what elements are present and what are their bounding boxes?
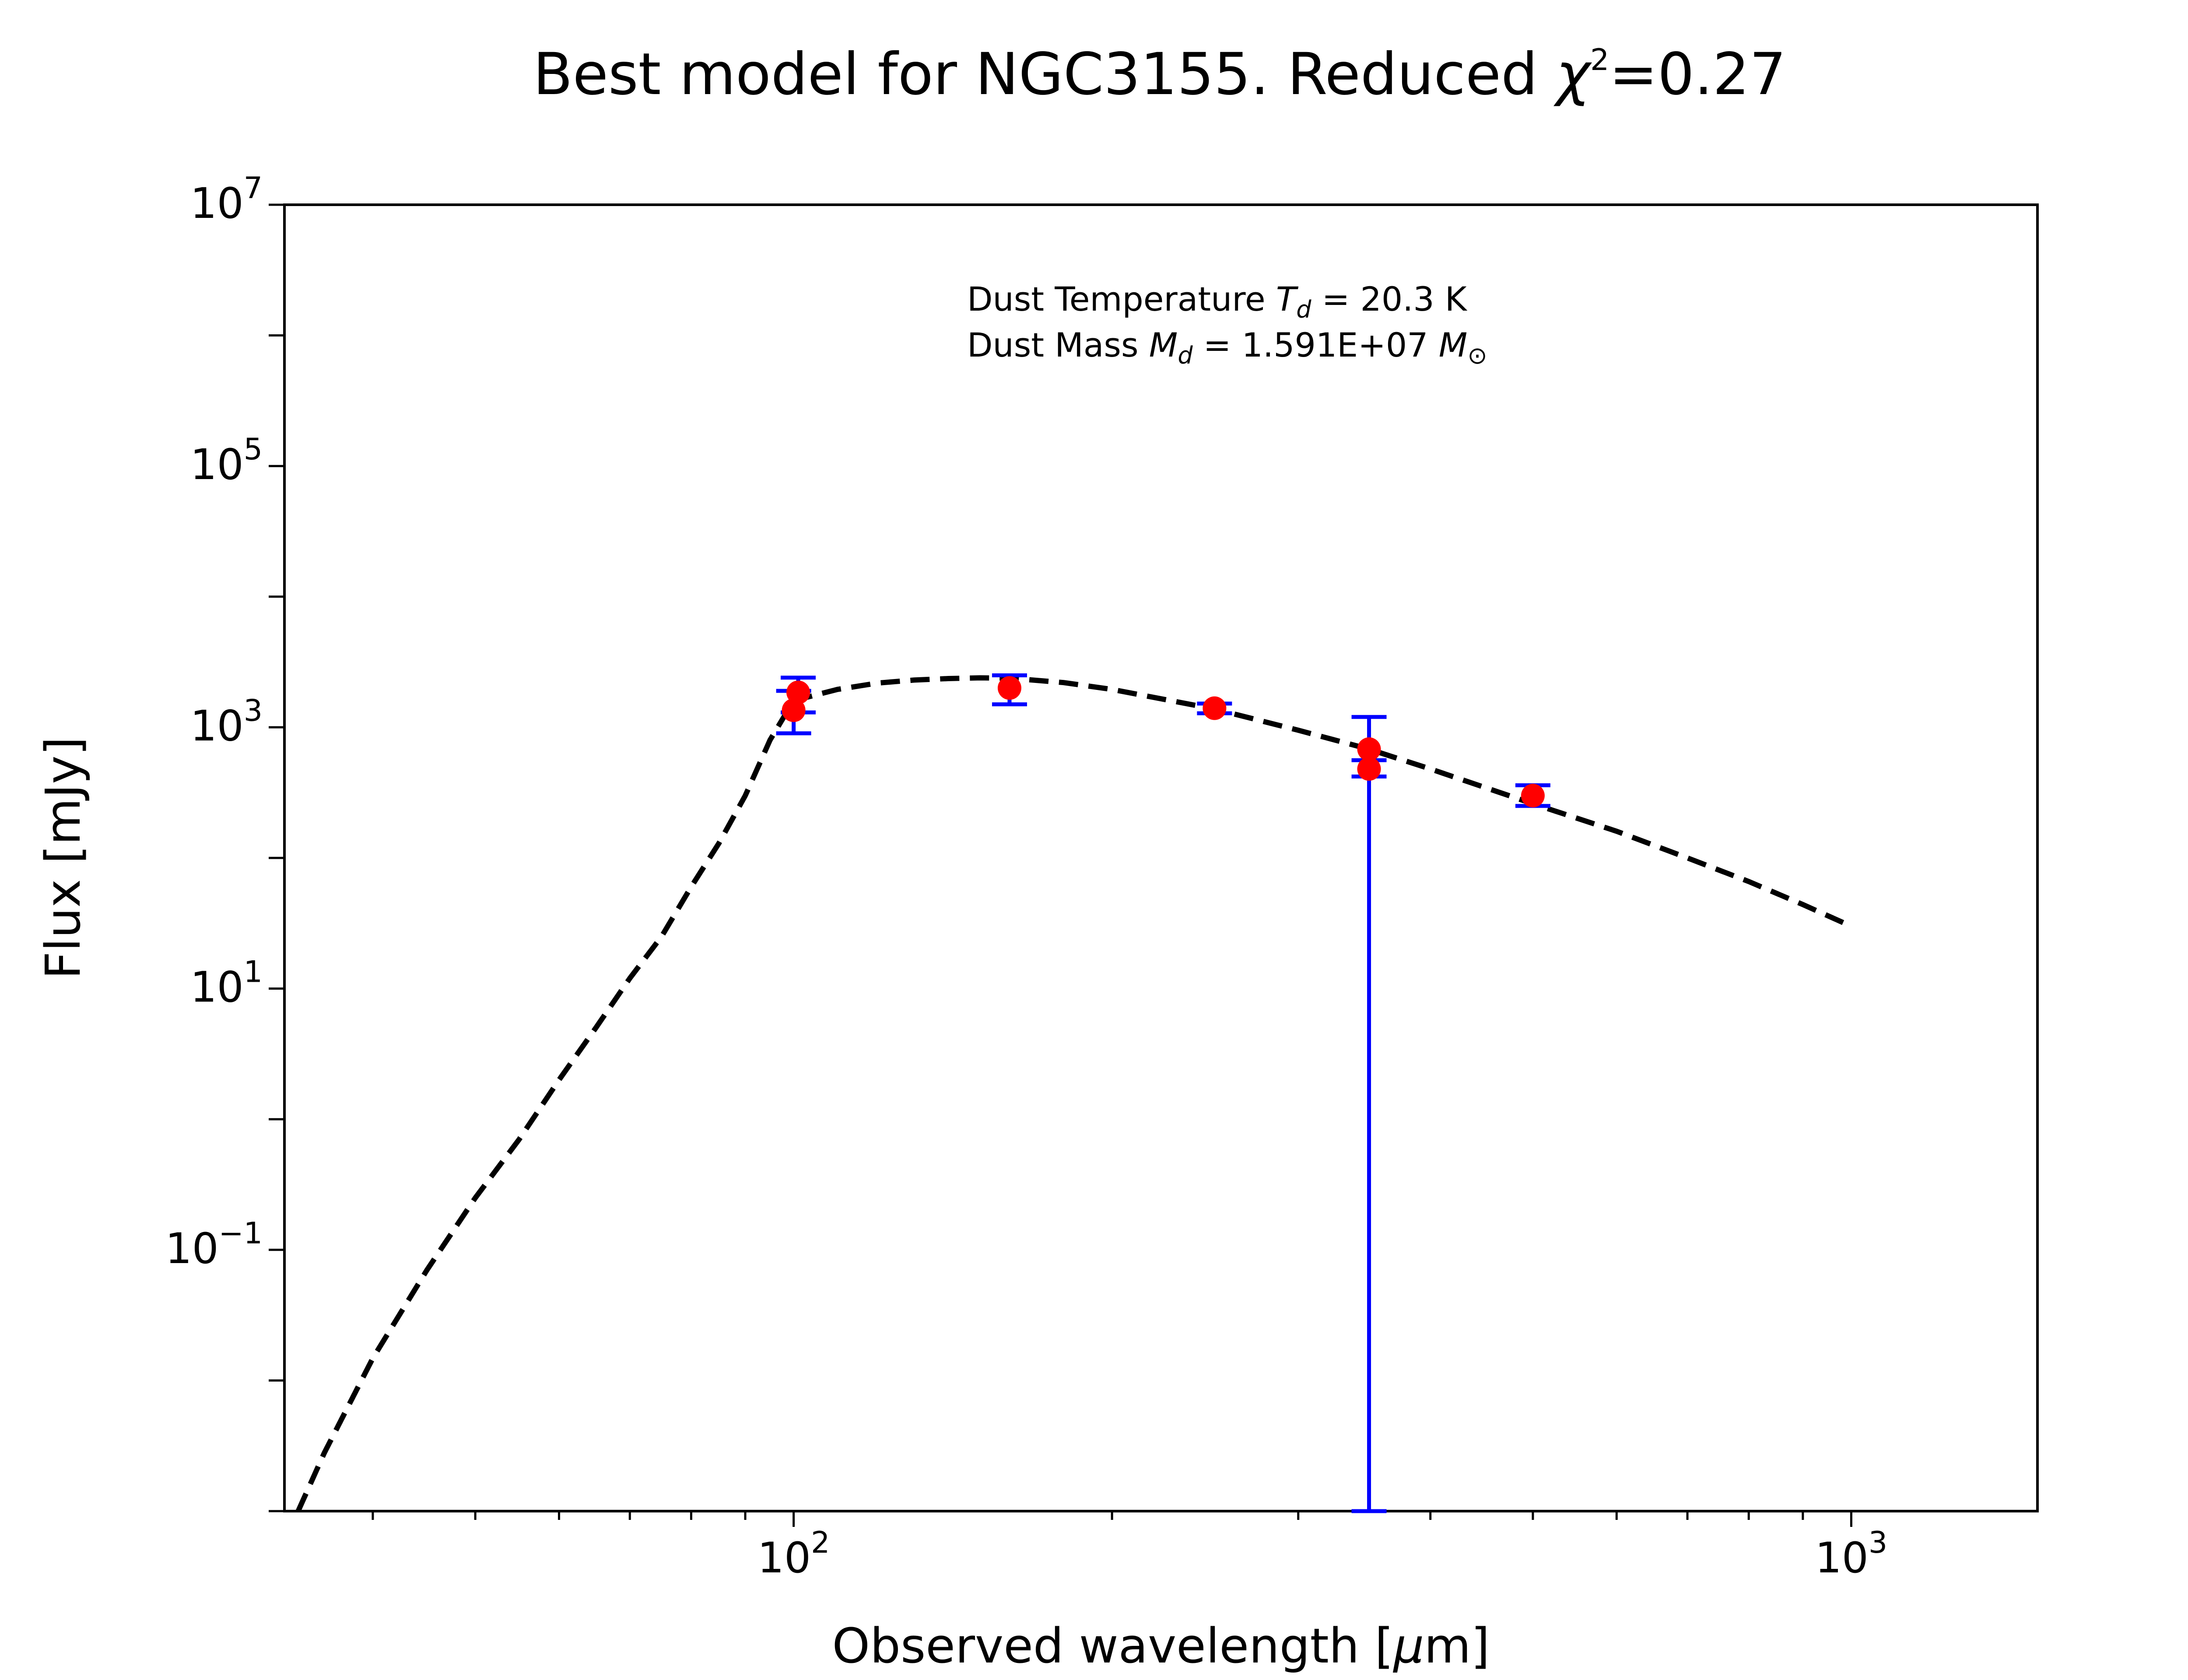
- annotation-temperature-sub: d: [1296, 296, 1311, 323]
- y-tick-label: 101: [190, 955, 263, 1012]
- data-point: [1357, 737, 1381, 761]
- error-bars: [776, 673, 1550, 1513]
- annotation-mass-unit-sub: ⊙: [1467, 342, 1487, 369]
- annotation-temperature: Dust Temperature Td = 20.3 K: [967, 280, 1468, 323]
- y-tick-label: 10−1: [165, 1216, 263, 1273]
- tick-marks: [269, 203, 1852, 1527]
- y-tick-label-base: 10: [190, 963, 244, 1012]
- data-point: [786, 680, 810, 704]
- chart-title-value: =0.27: [1609, 41, 1786, 108]
- x-tick-label: 103: [1815, 1526, 1887, 1582]
- x-tick-labels: 102 103: [757, 1526, 1887, 1582]
- y-tick-label-exp: −1: [219, 1216, 263, 1251]
- data-point: [997, 676, 1021, 700]
- x-tick-label-exp: 3: [1869, 1526, 1887, 1560]
- annotation-temperature-suffix: = 20.3 K: [1311, 280, 1468, 318]
- y-tick-label-exp: 5: [244, 432, 263, 467]
- annotation-mass-unit: M: [1439, 326, 1468, 364]
- plot-area: [283, 203, 2039, 1512]
- y-tick-label-exp: 7: [244, 171, 263, 206]
- annotation-mass-prefix: Dust Mass: [967, 326, 1149, 364]
- error-bar: [1351, 715, 1387, 1513]
- annotation-temperature-symbol: T: [1276, 280, 1299, 318]
- x-tick-label-base: 10: [1815, 1533, 1869, 1582]
- x-tick-label-base: 10: [757, 1533, 811, 1582]
- y-tick-label-exp: 1: [244, 955, 263, 990]
- model-curve: [295, 675, 1852, 1512]
- y-tick-label: 103: [190, 693, 263, 750]
- chart-title-chi: χ: [1553, 41, 1592, 108]
- x-axis-label: Observed wavelength [μm]: [832, 1618, 1490, 1674]
- data-points: [782, 676, 1545, 808]
- y-tick-label-base: 10: [190, 701, 244, 750]
- annotation-mass-symbol: M: [1149, 326, 1178, 364]
- chart-title-sup: 2: [1590, 43, 1609, 77]
- data-point: [782, 698, 806, 722]
- data-point: [1203, 696, 1227, 720]
- data-point: [1357, 757, 1381, 781]
- y-tick-label-base: 10: [190, 440, 244, 489]
- x-tick-label-exp: 2: [811, 1526, 830, 1560]
- y-axis-label: Flux [mJy]: [35, 737, 91, 979]
- chart-title: Best model for NGC3155. Reduced χ2=0.27: [533, 41, 1786, 108]
- x-axis-label-prefix: Observed wavelength [: [832, 1618, 1394, 1674]
- annotation-temperature-prefix: Dust Temperature: [967, 280, 1276, 318]
- annotation-mass-sub: d: [1178, 342, 1193, 369]
- y-tick-label: 107: [190, 171, 263, 228]
- x-axis-label-suffix: m]: [1424, 1618, 1490, 1674]
- x-axis-label-mu: μ: [1392, 1618, 1424, 1674]
- y-tick-label-exp: 3: [244, 693, 263, 728]
- data-point: [1521, 784, 1545, 808]
- y-tick-label-base: 10: [190, 179, 244, 228]
- annotation-mass-suffix: = 1.591E+07: [1193, 326, 1439, 364]
- annotation-mass: Dust Mass Md = 1.591E+07 M⊙: [967, 326, 1487, 369]
- y-tick-label-base: 10: [165, 1224, 219, 1273]
- chart-title-main: Best model for NGC3155. Reduced: [533, 41, 1556, 108]
- y-tick-label: 105: [190, 432, 263, 489]
- x-tick-label: 102: [757, 1526, 830, 1582]
